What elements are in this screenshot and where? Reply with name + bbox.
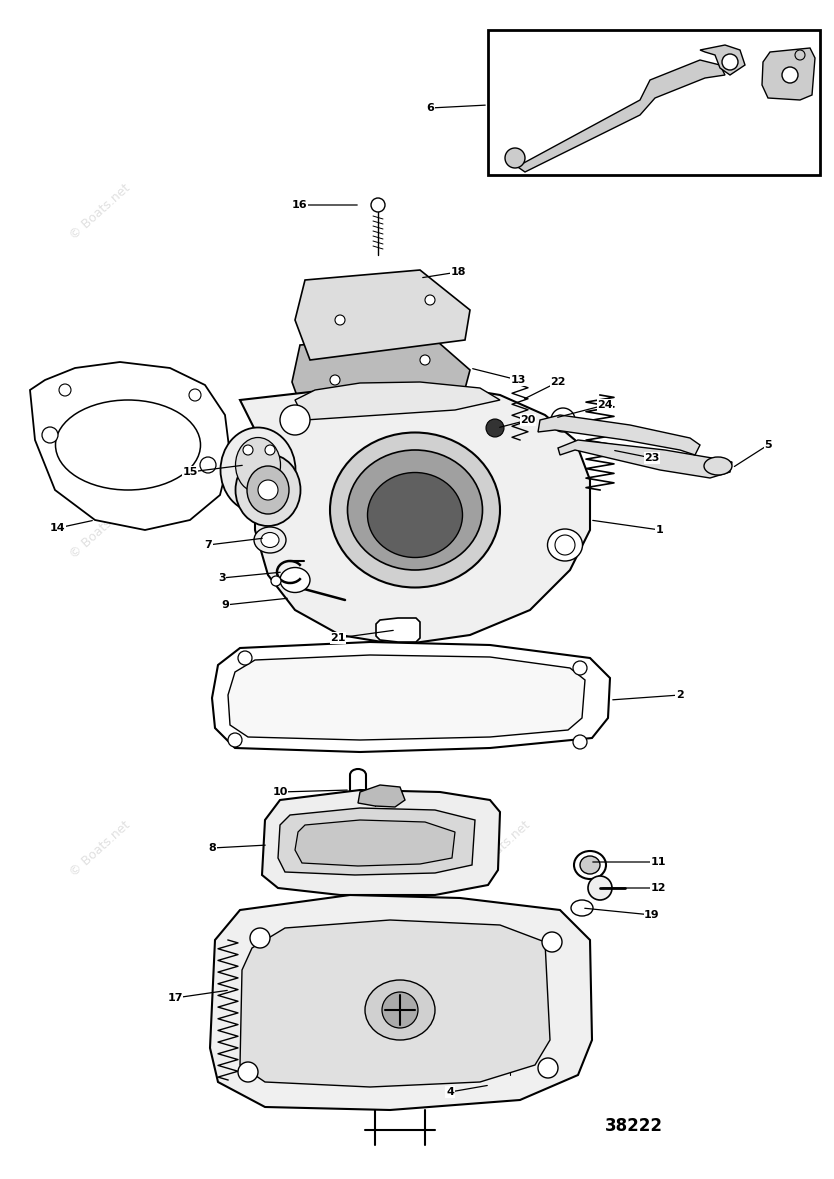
Circle shape	[420, 355, 430, 365]
Circle shape	[243, 444, 253, 455]
Circle shape	[505, 149, 525, 167]
Ellipse shape	[261, 533, 279, 547]
Polygon shape	[762, 48, 815, 100]
Circle shape	[573, 735, 587, 749]
Ellipse shape	[547, 529, 582, 561]
Circle shape	[238, 1062, 258, 1082]
Text: © Boats.net: © Boats.net	[468, 500, 533, 561]
Circle shape	[330, 375, 340, 386]
Text: 13: 13	[510, 375, 525, 386]
Ellipse shape	[247, 466, 289, 514]
Polygon shape	[510, 60, 725, 172]
Circle shape	[271, 577, 281, 586]
Polygon shape	[240, 386, 590, 645]
Ellipse shape	[56, 400, 200, 490]
Circle shape	[795, 50, 805, 60]
Text: 8: 8	[208, 843, 216, 852]
Text: 12: 12	[651, 883, 666, 893]
Polygon shape	[376, 618, 420, 643]
Text: 7: 7	[204, 540, 212, 549]
Ellipse shape	[220, 428, 295, 513]
Circle shape	[258, 480, 278, 500]
Text: 5: 5	[764, 440, 771, 450]
Ellipse shape	[571, 900, 593, 916]
Text: 19: 19	[644, 910, 660, 920]
Text: 6: 6	[426, 103, 434, 113]
Text: 23: 23	[645, 453, 660, 463]
Ellipse shape	[704, 457, 732, 475]
Polygon shape	[295, 821, 455, 867]
Ellipse shape	[365, 980, 435, 1040]
Circle shape	[573, 661, 587, 676]
Ellipse shape	[580, 856, 600, 874]
Ellipse shape	[574, 851, 606, 880]
Bar	[488, 29, 820, 174]
Text: 20: 20	[520, 415, 535, 424]
Polygon shape	[358, 785, 405, 806]
Text: 18: 18	[450, 266, 465, 277]
Text: 21: 21	[330, 633, 346, 643]
Polygon shape	[538, 415, 700, 455]
Polygon shape	[278, 808, 475, 875]
Circle shape	[42, 427, 58, 443]
Circle shape	[382, 992, 418, 1028]
Circle shape	[555, 535, 575, 555]
Ellipse shape	[368, 473, 463, 558]
Polygon shape	[240, 920, 550, 1087]
Text: © Boats.net: © Boats.net	[68, 182, 133, 243]
Circle shape	[250, 928, 270, 948]
Text: © Boats.net: © Boats.net	[468, 818, 533, 880]
Text: 16: 16	[292, 200, 308, 210]
Polygon shape	[212, 643, 610, 752]
Polygon shape	[295, 270, 470, 360]
Text: 15: 15	[183, 467, 198, 477]
Ellipse shape	[235, 437, 280, 493]
Text: 17: 17	[168, 993, 183, 1003]
Polygon shape	[292, 335, 470, 419]
Circle shape	[486, 419, 504, 437]
Polygon shape	[558, 440, 732, 477]
Polygon shape	[700, 45, 745, 75]
Circle shape	[280, 406, 310, 435]
Text: 2: 2	[676, 690, 684, 700]
Text: 38222: 38222	[605, 1117, 663, 1135]
Polygon shape	[295, 382, 500, 420]
Ellipse shape	[330, 433, 500, 587]
Circle shape	[551, 408, 575, 432]
Ellipse shape	[254, 527, 286, 553]
Circle shape	[588, 876, 612, 900]
Circle shape	[238, 651, 252, 665]
Text: 4: 4	[446, 1087, 454, 1096]
Polygon shape	[262, 790, 500, 895]
Text: © Boats.net: © Boats.net	[68, 500, 133, 561]
Text: 3: 3	[219, 573, 226, 582]
Text: © Boats.net: © Boats.net	[68, 818, 133, 880]
Polygon shape	[210, 895, 592, 1109]
Circle shape	[542, 933, 562, 951]
Circle shape	[200, 457, 216, 473]
Ellipse shape	[348, 450, 483, 569]
Circle shape	[371, 198, 385, 212]
Text: 10: 10	[273, 788, 288, 797]
Text: 24: 24	[597, 400, 613, 410]
Text: 14: 14	[50, 523, 66, 533]
Circle shape	[335, 315, 345, 325]
Text: 11: 11	[651, 857, 666, 867]
Polygon shape	[30, 362, 230, 531]
Text: 22: 22	[550, 377, 565, 387]
Circle shape	[228, 733, 242, 747]
Circle shape	[722, 54, 738, 70]
Polygon shape	[228, 656, 585, 740]
Ellipse shape	[235, 454, 300, 526]
Circle shape	[538, 1058, 558, 1078]
Circle shape	[189, 389, 201, 401]
Circle shape	[782, 67, 798, 83]
Text: 9: 9	[221, 600, 229, 610]
Text: 1: 1	[656, 525, 664, 535]
Circle shape	[59, 384, 71, 396]
Circle shape	[425, 295, 435, 305]
Ellipse shape	[280, 567, 310, 593]
Circle shape	[265, 444, 275, 455]
